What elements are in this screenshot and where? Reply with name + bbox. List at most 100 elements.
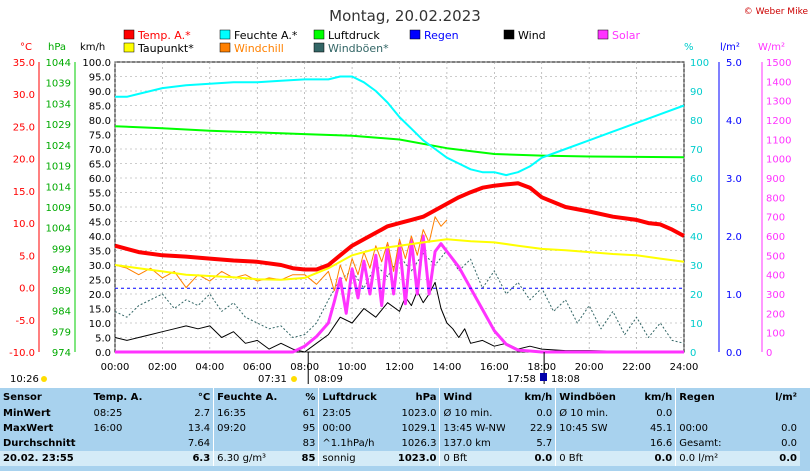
stats-cell: 7.64 [155,436,215,451]
stats-cell: 6.30 g/m³ [213,451,279,466]
x-tick-label: 06:00 [243,362,272,373]
humidity-tick-label: 60 [690,174,703,185]
sunrise-label: 07:31 [258,374,287,385]
legend-swatch [313,42,325,53]
stats-header: km/h [505,388,557,406]
humidity-tick-label: 70 [690,145,703,156]
temp-unit-label: °C [20,42,32,53]
stats-cell: 16.6 [620,436,677,451]
legend-label: Luftdruck [328,29,380,42]
legend-swatch [597,29,609,40]
humidity-unit-label: % [684,42,694,53]
legend-swatch [409,29,421,40]
solar-tick-label: 1500 [766,58,791,69]
stats-cell: 6.3 [155,451,215,466]
series-line-solar [115,234,684,354]
chart-title: Montag, 20.02.2023 [329,7,481,25]
wind-tick-label: 10.0 [89,319,111,330]
solar-tick-label: 200 [766,309,785,320]
humidity-tick-label: 10 [690,319,703,330]
pressure-unit-label: hPa [48,42,66,53]
stats-header: Feuchte A. [217,391,278,403]
pressure-tick-label: 994 [52,265,71,276]
wind-tick-label: 60.0 [89,174,111,185]
stats-cell: 13.4 [155,421,215,436]
x-tick-label: 14:00 [433,362,462,373]
solar-tick-label: 1300 [766,97,791,108]
wind-tick-label: 20.0 [89,290,111,301]
x-tick-label: 22:00 [622,362,651,373]
stats-row-current: 20.02. 23:55 6.3 6.30 g/m³ 85 sonnig 102… [0,451,800,466]
stats-cell: Durchschnitt [3,438,76,449]
solar-tick-label: 1200 [766,116,791,127]
solar-tick-label: 0 [766,348,772,359]
legend-label: Temp. A.* [137,29,191,42]
legend-swatch [219,42,231,53]
legend-label: Regen [424,29,459,42]
wind-tick-label: 35.0 [89,247,111,258]
solar-tick-label: 1000 [766,155,791,166]
legend-swatch [503,29,515,40]
humidity-tick-label: 40 [690,232,703,243]
solar-tick-label: 100 [766,329,785,340]
stats-header: Sensor [3,391,42,403]
wind-tick-label: 80.0 [89,116,111,127]
solar-tick-label: 1400 [766,77,791,88]
x-tick-label: 08:00 [290,362,319,373]
series-line-tempa [114,181,685,272]
solar-tick-label: 900 [766,174,785,185]
stats-header: % [278,388,320,406]
legend-swatch [313,29,325,40]
stats-cell: 00:00 [322,423,352,434]
weather-chart: Montag, 20.02.2023 © Weber Mike Temp. A.* F… [9,7,809,385]
stats-cell: 0.0 [505,406,557,421]
sun-marker-icon [41,376,47,382]
x-tick-label: 24:00 [670,362,699,373]
rain-unit-label: l/m² [720,42,740,53]
wind-tick-label: 65.0 [89,160,111,171]
stats-cell: 0.0 [751,451,800,466]
stats-row-min: MinWert 08:25 2.7 16:35 61 23:05 1023.0 … [0,406,800,421]
stats-cell: 22.9 [505,421,557,436]
x-tick-label: 02:00 [148,362,177,373]
solar-unit-label: W/m² [758,42,785,53]
pressure-tick-label: 984 [52,307,71,318]
stats-row-avg: Durchschnitt 7.64 83 ^1.1hPa/h 1026.3 13… [0,436,800,451]
stats-cell [676,406,752,421]
stats-cell: 10:45 SW [559,423,608,434]
wind-tick-label: 40.0 [89,232,111,243]
stats-cell: 1023.0 [382,451,441,466]
rain-tick-label: 0.0 [726,348,742,359]
temp-tick-label: -5.0 [15,316,35,327]
humidity-tick-label: 80 [690,116,703,127]
temp-tick-label: 25.0 [13,122,35,133]
wind-tick-label: 85.0 [89,102,111,113]
credit-label: © Weber Mike [744,7,809,17]
rain-tick-label: 3.0 [726,174,742,185]
stats-header: Wind [443,391,473,403]
pressure-tick-label: 974 [52,348,71,359]
stats-cell: 0 Bft [439,451,506,466]
temp-tick-label: 5.0 [19,251,35,262]
temp-tick-label: -10.0 [9,348,35,359]
solar-tick-label: 800 [766,193,785,204]
rain-tick-label: 1.0 [726,290,742,301]
x-tick-label: 12:00 [385,362,414,373]
x-tick-label: 00:00 [101,362,130,373]
x-tick-label: 18:00 [527,362,556,373]
x-tick-label: 16:00 [480,362,509,373]
stats-cell: ^1.1hPa/h [322,438,375,449]
sunrise-icon [291,376,297,382]
sunset-label: 17:58 [507,374,536,385]
stats-cell: 1029.1 [382,421,441,436]
solar-tick-label: 500 [766,251,785,262]
wind-tick-label: 90.0 [89,87,111,98]
wind-tick-label: 75.0 [89,131,111,142]
wind-tick-label: 30.0 [89,261,111,272]
stats-cell: 16:00 [93,423,123,434]
legend-label: Feuchte A.* [234,29,298,42]
stats-cell: MaxWert [3,423,54,434]
temp-tick-label: 15.0 [13,187,35,198]
stats-cell: 85 [278,451,320,466]
solar-tick-label: 700 [766,213,785,224]
